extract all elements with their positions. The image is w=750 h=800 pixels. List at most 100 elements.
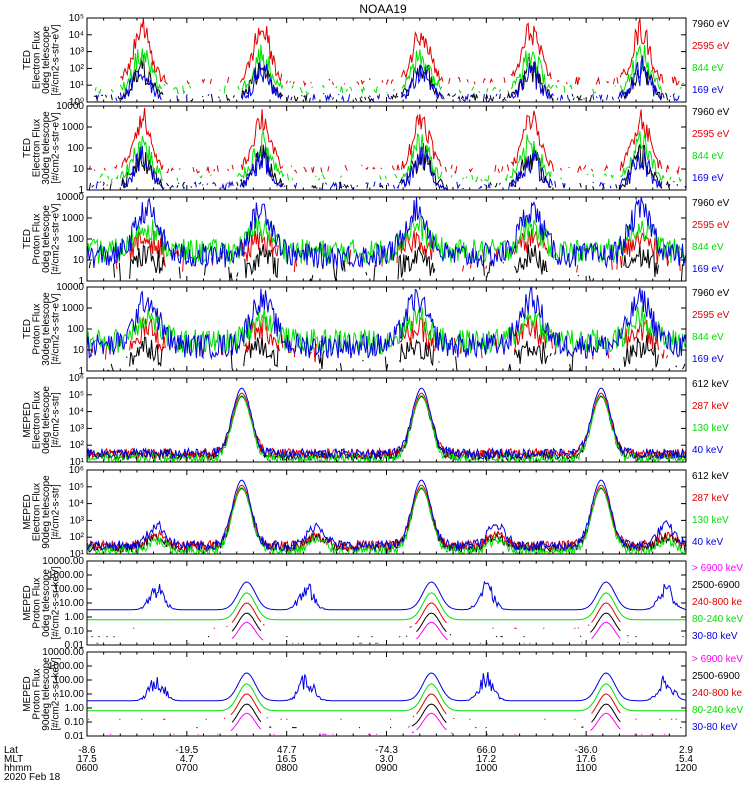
panel-5-ytick-label: 10¹ — [70, 457, 85, 468]
panel-5-ytick-label: 10⁶ — [69, 373, 84, 384]
panel-3-legend-entry: 169 eV — [692, 264, 724, 275]
panel-6-ylabel-line: [#/cm2-s-str] — [51, 484, 62, 540]
panel-8-legend-entry: 30-80 keV — [692, 722, 738, 733]
panel-2-ytick-label: 1000 — [62, 122, 85, 133]
panel-1-ylabel-line: TED — [22, 50, 33, 70]
panel-6-ytick-label: 10³ — [70, 515, 85, 526]
panel-3-ytick-label: 10 — [73, 255, 85, 266]
panel-6-ylabel-line: 90deg telescope — [41, 475, 52, 549]
panel-8-ytick-label: 1.00 — [65, 703, 85, 714]
panel-4-ytick-label: 1000 — [62, 303, 85, 314]
panel-5-ylabel-line: MEPED — [22, 402, 33, 438]
panel-1-traces — [94, 18, 686, 102]
panel-4-legend-entry: 169 eV — [692, 354, 724, 365]
time-row-value: 16.5 — [277, 754, 297, 765]
panel-5-ytick-label: 10³ — [70, 423, 85, 434]
panel-8-legend-entry: 80-240 keV — [692, 705, 743, 716]
panel-2-series-2 — [89, 108, 686, 173]
panel-8-legend-entry: 2500-6900 — [692, 671, 740, 682]
panel-7-legend-entry: 2500-6900 — [692, 580, 740, 591]
panel-6-ytick-label: 10² — [70, 532, 85, 543]
panel-7-legend-entry: 240-800 ke — [692, 597, 742, 608]
panel-4-ylabel-line: Proton Flux — [32, 303, 43, 354]
panel-2-ylabel-line: [#/cm2-s-str-eV] — [51, 112, 62, 183]
time-row-value: 3.0 — [380, 754, 394, 765]
panel-7-ylabel-line: MEPED — [22, 585, 33, 621]
panel-2-ylabel-line: 30deg telescope — [41, 111, 52, 185]
panel-1-legend-entry: 2595 eV — [692, 41, 730, 52]
panel-7-series-3 — [133, 603, 680, 628]
panel-1-ytick-label: 10² — [70, 63, 85, 74]
panel-4-ylabel-line: [#/cm2-s-str-eV] — [51, 293, 62, 364]
panel-5-legend-entry: 612 keV — [692, 379, 729, 390]
panel-1-series-4 — [96, 58, 684, 102]
panel-5-ytick-label: 10² — [70, 440, 85, 451]
panel-6-legend-entry: 40 keV — [692, 537, 723, 548]
panel-8-ylabel-line: MEPED — [22, 676, 33, 712]
panel-8-series-5 — [87, 671, 686, 702]
panel-3-ytick-label: 1000 — [62, 213, 85, 224]
panel-6-legend-entry: 612 keV — [692, 471, 729, 482]
panel-3-traces — [87, 197, 686, 281]
time-row-label: Lat — [4, 745, 18, 756]
panel-8-ytick-label: 10000.00 — [42, 647, 84, 658]
panel-1-ylabel-line: Electron Flux — [32, 31, 43, 89]
panel-8-ylabel-line: 90deg telescope — [41, 657, 52, 731]
panel-2-ytick-label: 1 — [78, 185, 84, 196]
time-row-value: 17.2 — [477, 754, 497, 765]
panel-5-ylabel-line: Electron Flux — [32, 391, 43, 449]
time-row-label: MLT — [4, 754, 23, 765]
panel-2-ytick-label: 100 — [67, 143, 84, 154]
panel-8: 0.01 0.10 1.00 10.00 100.00 1000.00 10000.00 ME… — [22, 647, 743, 742]
panel-3-legend-entry: 2595 eV — [692, 220, 730, 231]
panel-6-legend-entry: 287 keV — [692, 493, 729, 504]
panel-4-frame — [86, 286, 687, 372]
panel-1-ytick-label: 10⁰ — [69, 97, 84, 108]
panel-3-ylabel-line: Proton Flux — [32, 213, 43, 264]
panel-5-frame — [86, 377, 687, 463]
time-row-value: -19.5 — [175, 745, 198, 756]
time-row-value: 0800 — [276, 763, 299, 774]
panel-8-traces — [87, 671, 686, 734]
panel-7-legend-entry: > 6900 keV — [692, 563, 743, 574]
time-row-value: 0700 — [176, 763, 199, 774]
panel-5-ytick-label: 10⁴ — [69, 407, 84, 418]
panel-8-ylabel-line: [#/cm2-s-sr-keV] — [51, 657, 62, 731]
panel-5-ylabel-line: 0deg telescope — [41, 386, 52, 454]
panel-6-legend-entry: 130 keV — [692, 515, 729, 526]
panel-4-ytick-label: 100 — [67, 324, 84, 335]
panel-3-ytick-label: 100 — [67, 234, 84, 245]
panel-7: 0.01 0.10 1.00 10.00 100.00 1000.00 10000.00 ME… — [22, 556, 743, 651]
panel-3-legend-entry: 844 eV — [692, 242, 724, 253]
panel-4-ytick-label: 10 — [73, 345, 85, 356]
panel-2-ytick-label: 10 — [73, 164, 85, 175]
panel-7-ylabel-line: 0deg telescope — [41, 569, 52, 637]
panel-4-traces — [87, 287, 686, 371]
panel-6-ylabel-line: Electron Flux — [32, 483, 43, 541]
time-row-value: 66.0 — [477, 745, 497, 756]
panel-6-ylabel-line: MEPED — [22, 494, 33, 530]
panel-4-ytick-label: 1 — [78, 366, 84, 377]
time-row-value: -36.0 — [575, 745, 598, 756]
panel-6-ytick-label: 10⁶ — [69, 465, 84, 476]
time-row-value: 4.7 — [180, 754, 194, 765]
panel-3-ytick-label: 10000 — [56, 192, 84, 203]
panel-7-traces — [87, 580, 686, 643]
time-row-value: 1000 — [475, 763, 498, 774]
panel-1-ylabel-line: [#/cm2-s-str-eV] — [51, 24, 62, 95]
panel-5-series-4 — [87, 387, 686, 461]
panel-2-legend-entry: 2595 eV — [692, 129, 730, 140]
panel-8-series-4 — [87, 683, 686, 712]
panel-2-ylabel-line: Electron Flux — [32, 119, 43, 177]
panel-8-series-3 — [88, 694, 684, 719]
time-row-value: 1100 — [575, 763, 597, 774]
panel-7-ytick-label: 0.10 — [65, 626, 85, 637]
panel-7-ylabel-line: Proton Flux — [32, 577, 43, 628]
time-row-value: 2.9 — [679, 745, 693, 756]
